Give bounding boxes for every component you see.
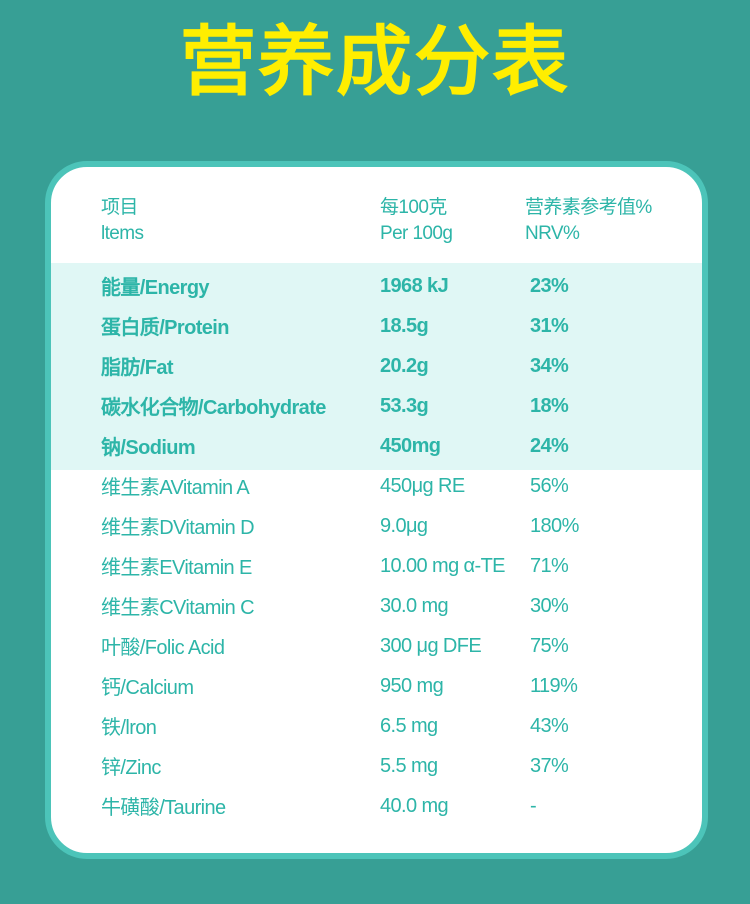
row-nrv: - [530,795,537,817]
header-per-en: Per 100g [380,223,453,244]
header-per: 每100克 Per 100g [380,195,453,247]
row-nrv: 34% [530,355,569,377]
row-nrv: 43% [530,715,569,737]
row-amount: 450μg RE [380,475,465,497]
row-item: 维生素AVitamin A [101,477,250,499]
row-nrv: 30% [530,595,569,617]
row-item: 维生素EVitamin E [101,557,252,579]
row-item: 铁/lron [101,717,157,739]
row-amount: 18.5g [380,315,429,337]
row-amount: 5.5 mg [380,755,438,777]
row-amount: 6.5 mg [380,715,438,737]
row-item: 锌/Zinc [101,757,161,779]
header-nrv: 营养素参考值% NRV% [525,195,652,247]
row-item: 钠/Sodium [101,437,196,459]
header-nrv-en: NRV% [525,223,580,244]
page-title: 营养成分表 [180,20,570,105]
header-items-cn: 项目 [101,197,138,218]
row-amount: 450mg [380,435,441,457]
row-item: 维生素CVitamin C [101,597,255,619]
row-nrv: 119% [530,675,578,697]
nutrition-table: 项目 ltems 每100克 Per 100g 营养素参考值% NRV% 能量/… [45,161,708,859]
row-amount: 950 mg [380,675,444,697]
row-nrv: 180% [530,515,579,537]
row-nrv: 18% [530,395,569,417]
row-nrv: 23% [530,275,569,297]
header-per-cn: 每100克 [380,197,447,218]
row-amount: 53.3g [380,395,429,417]
row-item: 能量/Energy [101,277,210,299]
row-amount: 20.2g [380,355,429,377]
header-items-en: ltems [101,223,144,244]
header-items: 项目 ltems [101,195,144,247]
row-item: 脂肪/Fat [101,357,174,379]
row-amount: 300 μg DFE [380,635,482,657]
row-item: 维生素DVitamin D [101,517,255,539]
row-amount: 10.00 mg α-TE [380,555,506,577]
row-item: 叶酸/Folic Acid [101,637,225,659]
row-item: 钙/Calcium [101,677,194,699]
row-amount: 40.0 mg [380,795,449,817]
row-nrv: 75% [530,635,569,657]
highlight-band [51,263,702,470]
row-item: 蛋白质/Protein [101,317,229,339]
row-nrv: 24% [530,435,569,457]
row-nrv: 37% [530,755,569,777]
row-nrv: 56% [530,475,569,497]
row-nrv: 31% [530,315,569,337]
row-nrv: 71% [530,555,569,577]
row-amount: 1968 kJ [380,275,449,297]
row-amount: 30.0 mg [380,595,449,617]
header-nrv-cn: 营养素参考值% [525,197,652,218]
row-item: 牛磺酸/Taurine [101,797,226,819]
row-amount: 9.0μg [380,515,428,537]
row-item: 碳水化合物/Carbohydrate [101,397,326,419]
